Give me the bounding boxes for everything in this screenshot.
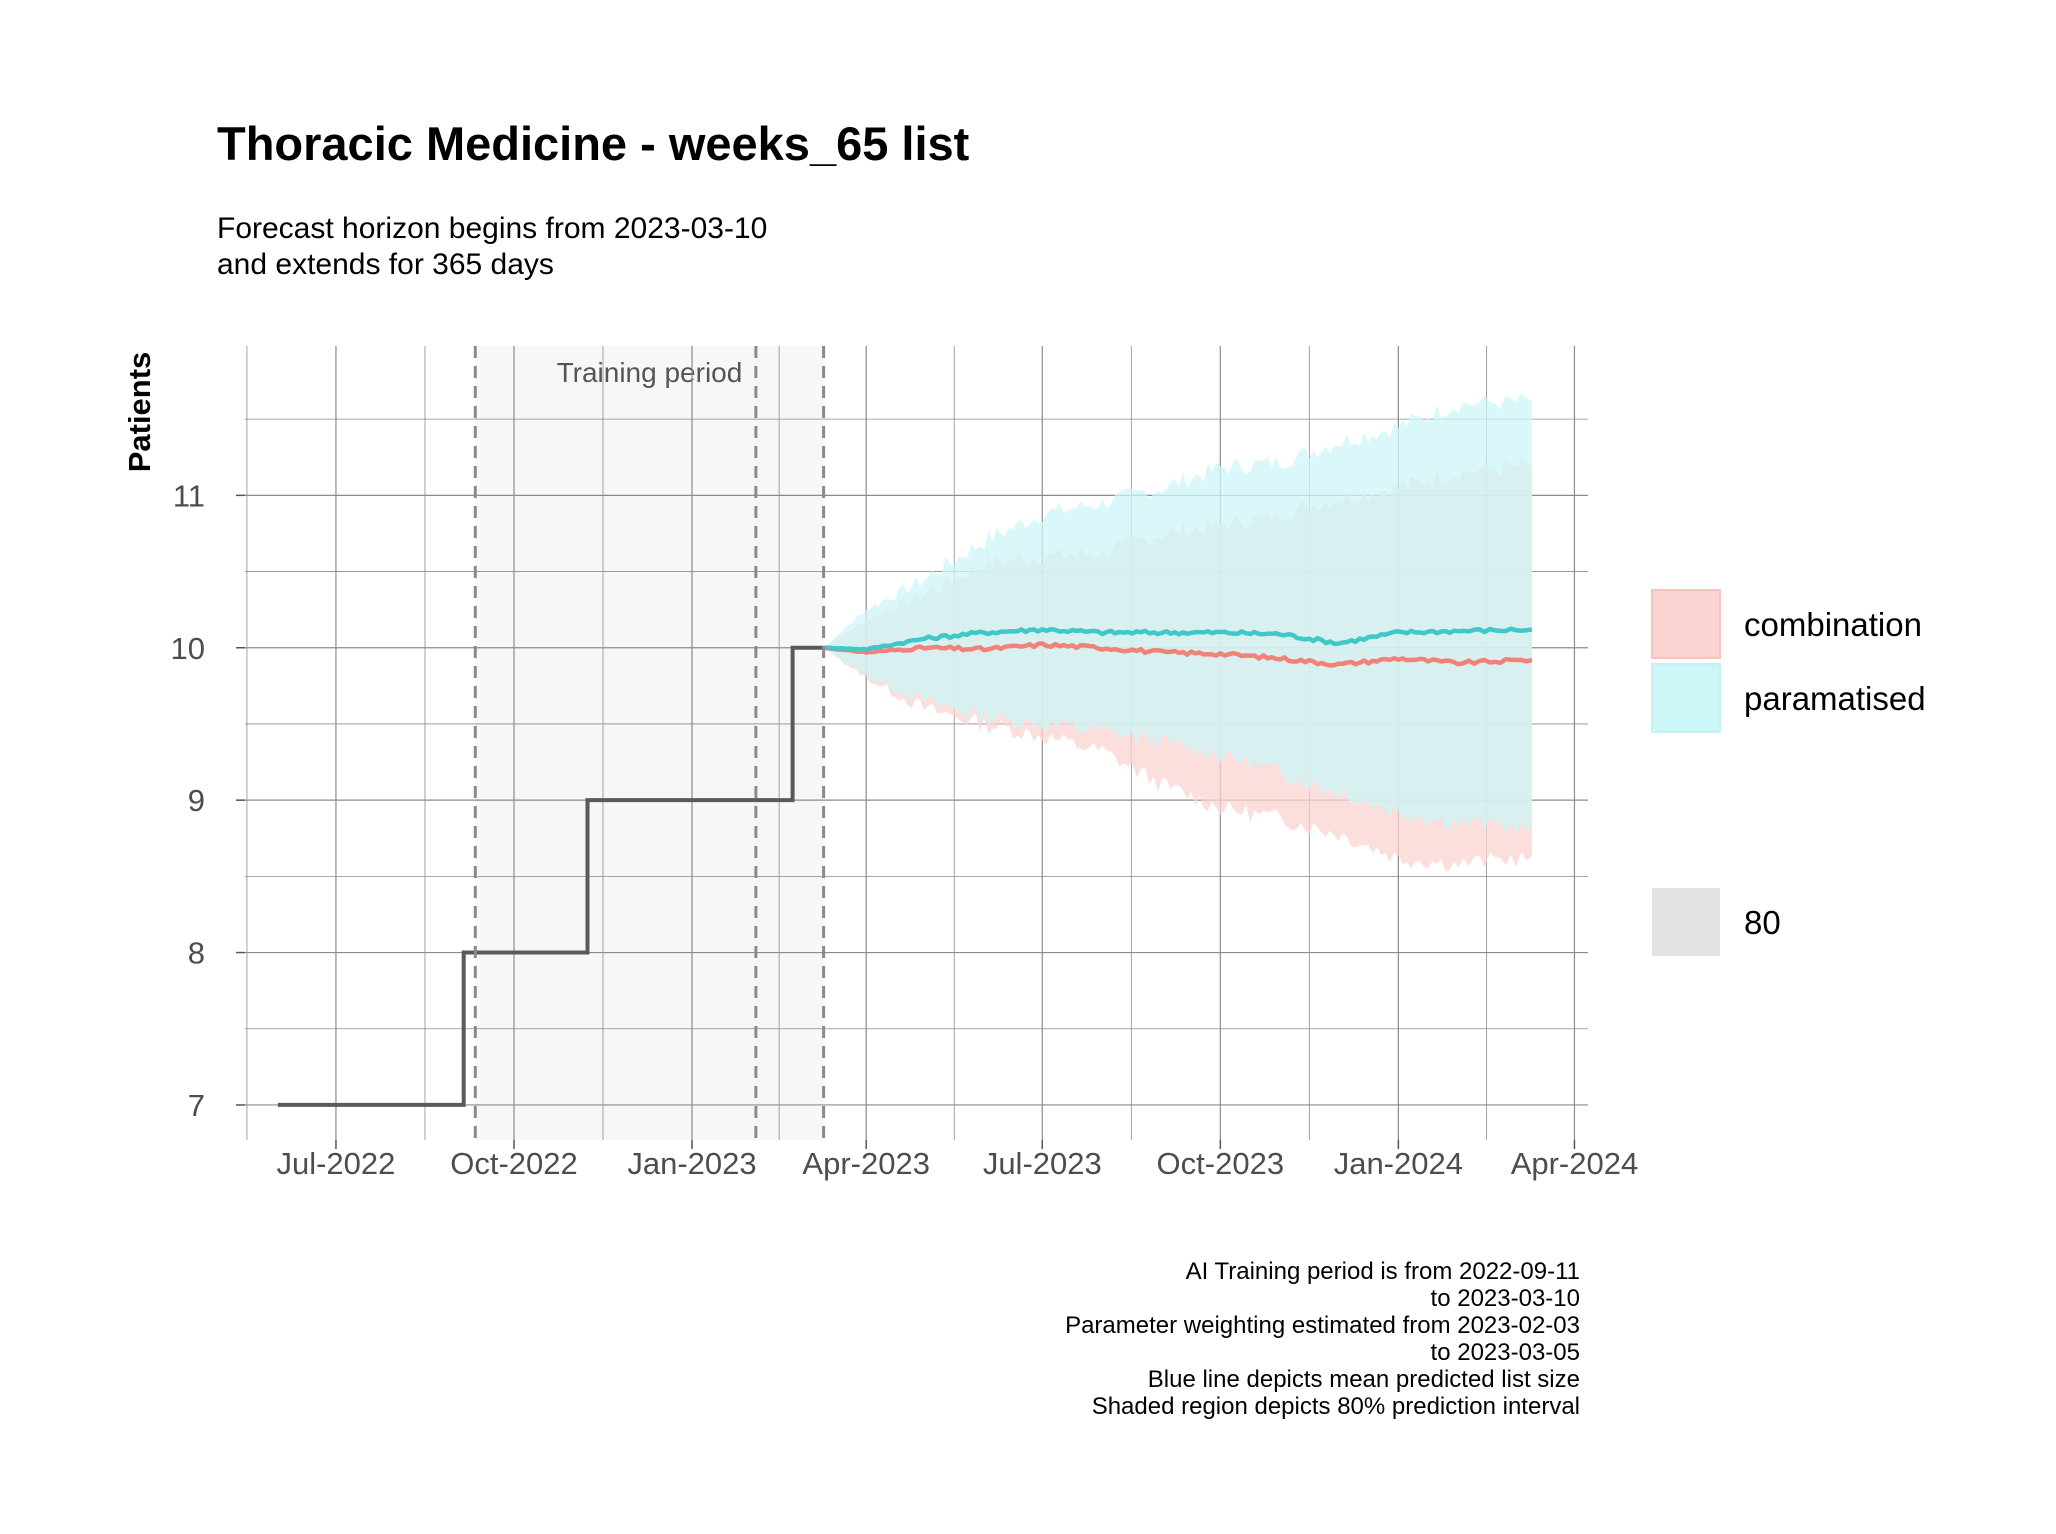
y-tick-label: 8 xyxy=(188,936,205,971)
chart-subtitle-line-1: Forecast horizon begins from 2023-03-10 xyxy=(217,212,768,245)
reference-vlines xyxy=(473,346,826,1140)
training-band-layer: Training period xyxy=(475,346,824,1140)
chart-subtitle-line-2: and extends for 365 days xyxy=(217,248,554,281)
series-lines xyxy=(277,626,1533,1107)
y-tick-label: 10 xyxy=(171,631,205,666)
x-tick-label: Jan-2023 xyxy=(627,1146,756,1181)
x-tick-label: Jul-2023 xyxy=(983,1146,1102,1181)
caption-line-4: to 2023-03-05 xyxy=(1430,1339,1580,1366)
y-tick-label: 11 xyxy=(173,478,205,513)
x-tick-label: Jul-2022 xyxy=(276,1146,395,1181)
axes: Jul-2022 Oct-2022 Jan-2023 Apr-2023 Jul-2023… xyxy=(122,352,1638,1181)
mean-line-paramatised xyxy=(823,626,1533,652)
x-tick-label: Oct-2023 xyxy=(1157,1146,1285,1181)
legend-label-paramatised: paramatised xyxy=(1744,680,1926,717)
legend-label-combination: combination xyxy=(1744,606,1922,643)
legend-key-level xyxy=(1652,888,1720,956)
caption-line-1: AI Training period is from 2022-09-11 xyxy=(1185,1258,1580,1285)
caption-line-5: Blue line depicts mean predicted list si… xyxy=(1147,1366,1580,1393)
y-axis-title: Patients xyxy=(122,352,157,473)
prediction-interval-ribbons xyxy=(823,393,1532,872)
caption-line-6: Shaded region depicts 80% prediction int… xyxy=(1091,1393,1580,1420)
legend-key-paramatised xyxy=(1651,663,1721,733)
y-tick-label: 9 xyxy=(188,783,205,818)
x-tick-label: Apr-2023 xyxy=(802,1146,930,1181)
legend-key-combination xyxy=(1651,589,1721,659)
chart-title: Thoracic Medicine - weeks_65 list xyxy=(217,117,970,170)
legend: combination paramatised 80 xyxy=(1651,589,1926,956)
x-tick-label: Apr-2024 xyxy=(1511,1146,1639,1181)
caption-line-3: Parameter weighting estimated from 2023-… xyxy=(1065,1312,1580,1339)
observed-line xyxy=(277,645,824,1107)
x-tick-label: Jan-2024 xyxy=(1334,1146,1463,1181)
legend-label-level: 80 xyxy=(1744,904,1781,941)
training-band xyxy=(475,346,824,1140)
caption-line-2: to 2023-03-10 xyxy=(1430,1285,1580,1312)
gridlines xyxy=(245,346,1588,1140)
training-band-label: Training period xyxy=(557,357,743,388)
ribbon-paramatised xyxy=(823,393,1532,835)
x-tick-label: Oct-2022 xyxy=(450,1146,578,1181)
y-tick-label: 7 xyxy=(188,1088,205,1123)
mean-line-combination xyxy=(823,641,1533,668)
